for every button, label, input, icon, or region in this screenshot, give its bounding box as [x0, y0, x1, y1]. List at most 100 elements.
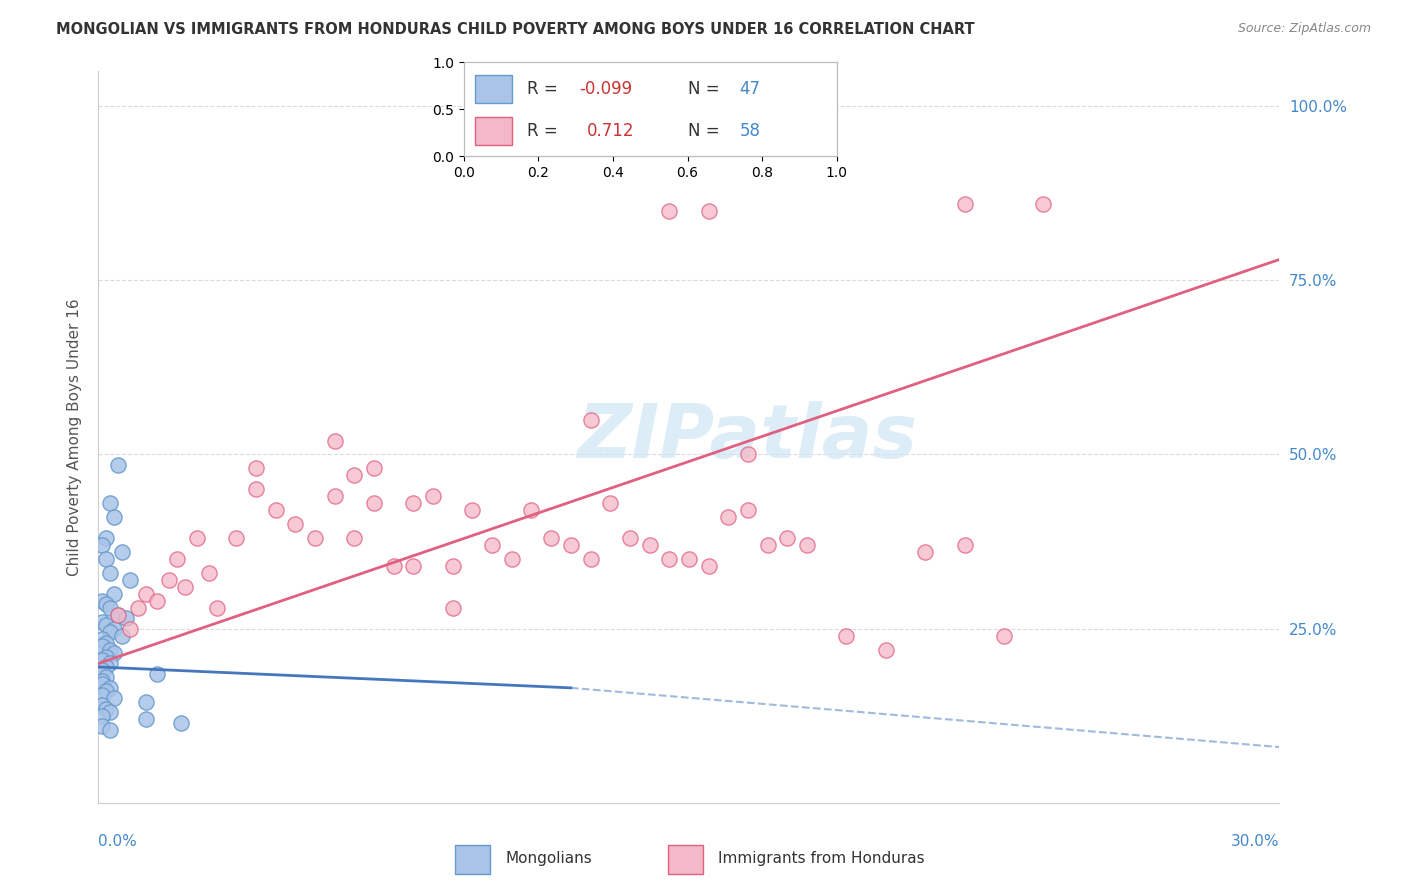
- Point: [402, 558, 425, 573]
- Point: [264, 503, 287, 517]
- Point: [363, 461, 385, 475]
- Point: [422, 489, 444, 503]
- Point: [98, 625, 121, 640]
- Point: [197, 566, 219, 580]
- Point: [174, 580, 197, 594]
- Text: R =: R =: [527, 122, 568, 140]
- Point: [103, 646, 125, 660]
- Point: [323, 434, 346, 448]
- Point: [157, 573, 180, 587]
- Point: [135, 587, 157, 601]
- Point: [91, 698, 114, 713]
- Point: [953, 196, 976, 211]
- Point: [501, 552, 523, 566]
- Point: [146, 594, 169, 608]
- Text: 47: 47: [740, 79, 761, 97]
- Point: [107, 458, 129, 472]
- Point: [225, 531, 247, 545]
- Point: [619, 531, 641, 545]
- Point: [245, 461, 267, 475]
- Text: Mongolians: Mongolians: [506, 851, 592, 866]
- Point: [166, 552, 188, 566]
- Point: [441, 558, 464, 573]
- Text: Source: ZipAtlas.com: Source: ZipAtlas.com: [1237, 22, 1371, 36]
- Point: [91, 615, 114, 629]
- Point: [461, 503, 484, 517]
- Text: 0.0%: 0.0%: [98, 834, 138, 849]
- Point: [323, 489, 346, 503]
- Point: [91, 632, 114, 646]
- Point: [135, 712, 157, 726]
- Point: [103, 622, 125, 636]
- Y-axis label: Child Poverty Among Boys Under 16: Child Poverty Among Boys Under 16: [67, 298, 83, 576]
- Point: [520, 503, 543, 517]
- Point: [107, 607, 129, 622]
- Point: [91, 673, 114, 688]
- Point: [96, 552, 118, 566]
- Point: [98, 723, 121, 737]
- Point: [914, 545, 936, 559]
- Text: Immigrants from Honduras: Immigrants from Honduras: [718, 851, 925, 866]
- Point: [91, 719, 114, 733]
- Point: [186, 531, 208, 545]
- Point: [103, 691, 125, 706]
- Point: [91, 708, 114, 723]
- Point: [91, 688, 114, 702]
- Point: [98, 496, 121, 510]
- Point: [118, 622, 141, 636]
- Point: [107, 607, 129, 622]
- Point: [697, 203, 720, 218]
- Text: 58: 58: [740, 122, 761, 140]
- Point: [953, 538, 976, 552]
- Point: [91, 538, 114, 552]
- Point: [579, 412, 602, 426]
- Point: [402, 496, 425, 510]
- Text: N =: N =: [688, 122, 724, 140]
- Point: [579, 552, 602, 566]
- Point: [540, 531, 562, 545]
- Bar: [668, 845, 703, 874]
- Point: [98, 600, 121, 615]
- Point: [103, 510, 125, 524]
- Point: [98, 705, 121, 719]
- Point: [98, 657, 121, 671]
- Point: [717, 510, 740, 524]
- Text: -0.099: -0.099: [579, 79, 633, 97]
- Text: ZIPatlas: ZIPatlas: [578, 401, 918, 474]
- Point: [756, 538, 779, 552]
- Text: R =: R =: [527, 79, 564, 97]
- Point: [91, 639, 114, 653]
- Point: [796, 538, 818, 552]
- Point: [875, 642, 897, 657]
- Point: [96, 531, 118, 545]
- Point: [98, 681, 121, 695]
- Point: [127, 600, 149, 615]
- Text: 30.0%: 30.0%: [1232, 834, 1279, 849]
- Point: [658, 203, 681, 218]
- Bar: [475, 75, 512, 103]
- Point: [441, 600, 464, 615]
- Point: [560, 538, 582, 552]
- Text: 0.712: 0.712: [586, 122, 634, 140]
- Point: [135, 695, 157, 709]
- Point: [658, 552, 681, 566]
- Point: [111, 545, 134, 559]
- Point: [697, 558, 720, 573]
- Point: [98, 642, 121, 657]
- Point: [304, 531, 326, 545]
- Point: [98, 566, 121, 580]
- Point: [599, 496, 621, 510]
- Point: [96, 702, 118, 716]
- Point: [638, 538, 661, 552]
- Point: [91, 594, 114, 608]
- Point: [170, 715, 193, 730]
- Point: [91, 677, 114, 691]
- Point: [363, 496, 385, 510]
- Point: [111, 629, 134, 643]
- Point: [737, 448, 759, 462]
- Point: [96, 635, 118, 649]
- Point: [245, 483, 267, 497]
- Point: [103, 587, 125, 601]
- Point: [96, 684, 118, 698]
- Point: [96, 618, 118, 632]
